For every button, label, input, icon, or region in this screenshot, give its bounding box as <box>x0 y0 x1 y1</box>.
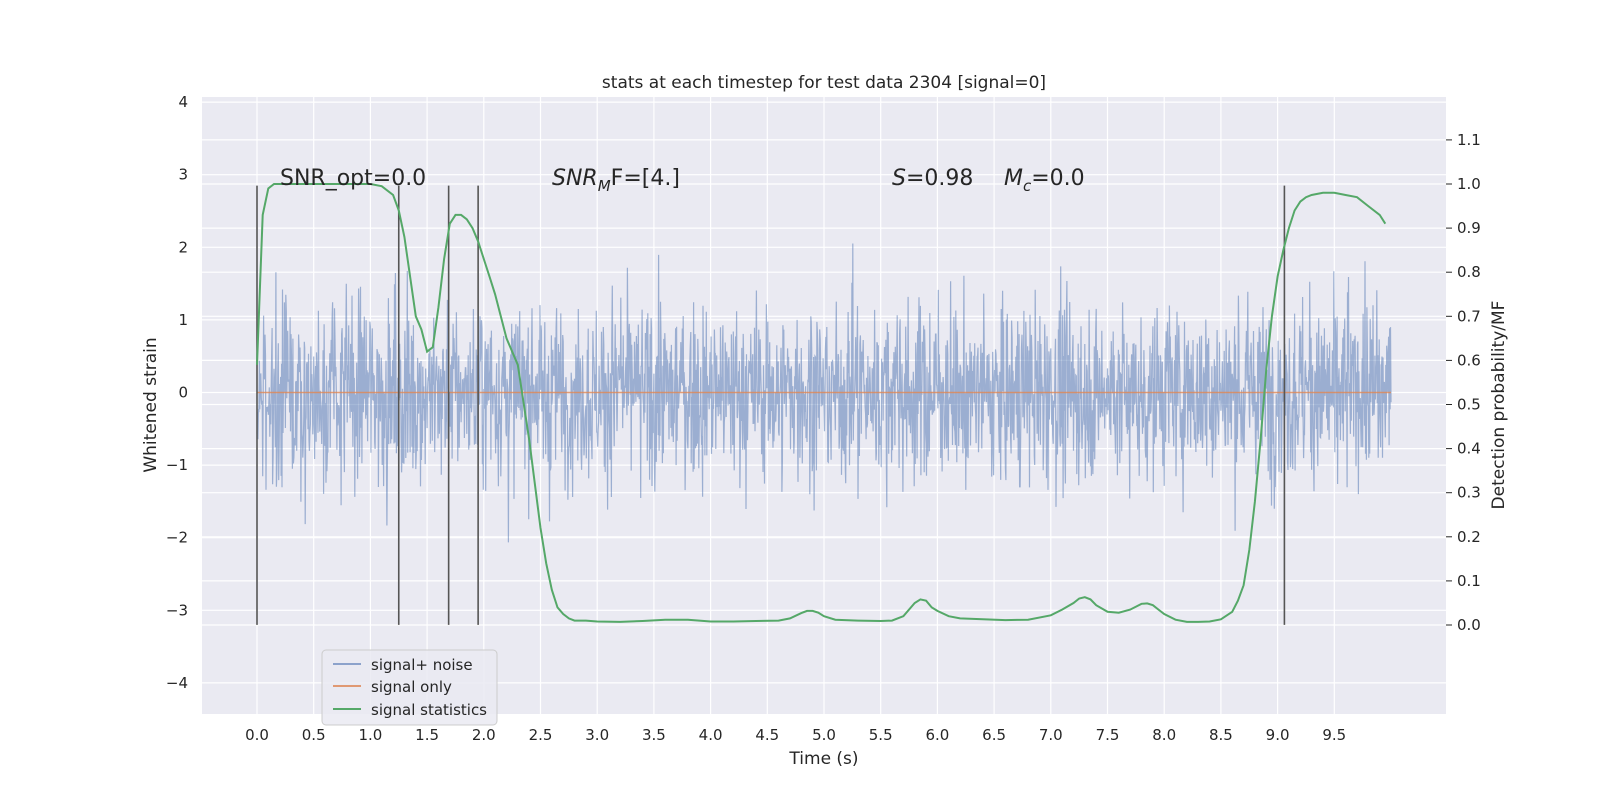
annotation-mc: Mc=0.0 <box>1004 166 1085 195</box>
s-rest: =0.98 <box>906 166 973 191</box>
signal-statistics-trace <box>256 183 1387 623</box>
y-tick-label: 2 <box>178 238 188 256</box>
y-tick-label: 0 <box>178 384 188 402</box>
x-tick-label: 7.5 <box>1096 726 1120 744</box>
mc-subscript: c <box>1023 177 1032 195</box>
y2-tick-label: 1.1 <box>1457 131 1481 149</box>
y2-tick-label: 0.0 <box>1457 616 1481 634</box>
y-axis-label: Whitened strain <box>141 337 161 472</box>
y2-tick-label: 0.2 <box>1457 528 1481 546</box>
x-tick-label: 5.0 <box>812 726 836 744</box>
mc-rest: =0.0 <box>1031 166 1084 191</box>
x-tick-label: 3.0 <box>585 726 609 744</box>
y-tick-label: −1 <box>166 456 188 474</box>
y2-tick-label: 0.7 <box>1457 307 1481 325</box>
x-tick-label: 7.0 <box>1039 726 1063 744</box>
x-tick-label: 1.5 <box>415 726 439 744</box>
y2-tick-label: 0.6 <box>1457 351 1481 369</box>
x-tick-label: 3.5 <box>642 726 666 744</box>
annotation-snr-opt: SNR_opt=0.0 <box>280 166 426 191</box>
series-signal-statistics <box>256 183 1387 623</box>
x-tick-label: 8.5 <box>1209 726 1233 744</box>
y2-axis-label: Detection probability/MF <box>1489 301 1509 510</box>
x-tick-label: 4.0 <box>699 726 723 744</box>
x-tick-label: 2.0 <box>472 726 496 744</box>
s-prefix: S <box>892 166 906 191</box>
x-tick-label: 5.5 <box>869 726 893 744</box>
y2-axis-ticks: 0.0 0.1 0.2 0.3 0.4 0.5 0.6 0.7 0.8 0.9 1.0 1.1 <box>1446 131 1481 634</box>
x-tick-label: 0.0 <box>245 726 269 744</box>
legend-label-signal-statistics: signal statistics <box>371 701 487 719</box>
y-tick-label: −3 <box>166 601 188 619</box>
mc-prefix: M <box>1004 166 1023 191</box>
x-axis-label: Time (s) <box>788 749 858 769</box>
legend-label-signal-noise: signal+ noise <box>371 656 473 674</box>
x-tick-label: 2.5 <box>529 726 553 744</box>
y2-tick-label: 1.0 <box>1457 175 1481 193</box>
x-tick-label: 0.5 <box>302 726 326 744</box>
vertical-markers <box>256 185 1286 625</box>
annotation-snr-mf: SNRMF=[4.] <box>552 166 680 195</box>
y-tick-label: 3 <box>178 166 188 184</box>
y-tick-label: −4 <box>166 674 188 692</box>
y2-tick-label: 0.9 <box>1457 219 1481 237</box>
x-tick-label: 1.0 <box>358 726 382 744</box>
snr-mf-subscript: M <box>598 177 611 195</box>
noise-trace <box>256 243 1392 543</box>
snr-mf-rest: F=[4.] <box>611 166 680 191</box>
x-tick-label: 9.0 <box>1266 726 1290 744</box>
chart-title: stats at each timestep for test data 230… <box>602 73 1046 93</box>
y-tick-label: 1 <box>178 311 188 329</box>
x-tick-label: 9.5 <box>1322 726 1346 744</box>
legend-box <box>321 649 498 726</box>
y-tick-label: −2 <box>166 529 188 547</box>
y-axis-ticks: 4 3 2 1 0 −1 −2 −3 −4 <box>166 93 188 692</box>
snr-mf-prefix: SNR <box>552 166 598 191</box>
y2-tick-label: 0.5 <box>1457 396 1481 414</box>
annotation-s: S=0.98 <box>892 166 973 191</box>
x-tick-label: 8.0 <box>1152 726 1176 744</box>
y-tick-label: 4 <box>178 93 188 111</box>
series-signal-noise <box>256 243 1392 543</box>
y2-tick-label: 0.4 <box>1457 440 1481 458</box>
y2-tick-label: 0.8 <box>1457 263 1481 281</box>
x-tick-label: 6.5 <box>982 726 1006 744</box>
x-tick-label: 4.5 <box>755 726 779 744</box>
legend: signal+ noise signal only signal statist… <box>321 649 498 726</box>
legend-label-signal-only: signal only <box>371 678 452 696</box>
x-tick-label: 6.0 <box>925 726 949 744</box>
y2-tick-label: 0.3 <box>1457 484 1481 502</box>
x-axis-ticks: 0.0 0.5 1.0 1.5 2.0 2.5 3.0 3.5 4.0 4.5 5.0 5.5 6.0 6… <box>245 726 1346 744</box>
y2-tick-label: 0.1 <box>1457 572 1481 590</box>
